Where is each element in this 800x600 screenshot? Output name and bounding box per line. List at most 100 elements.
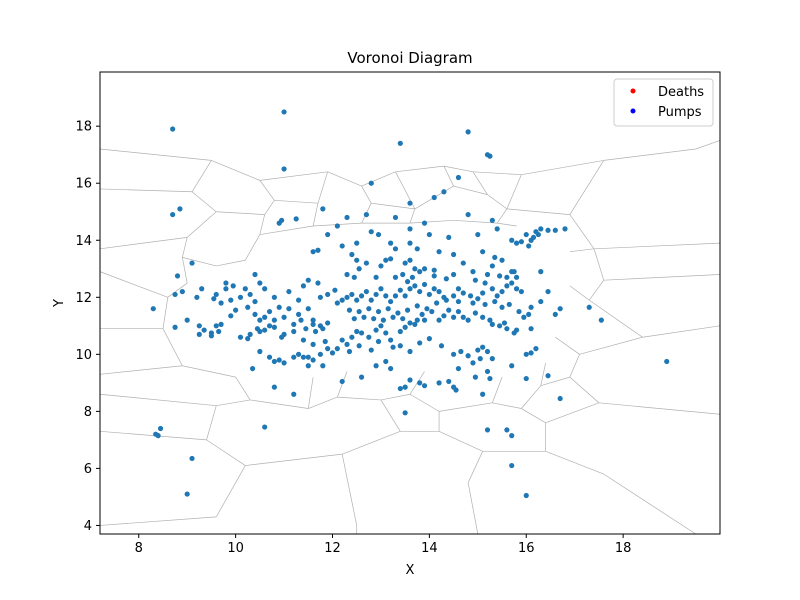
data-point	[279, 334, 285, 340]
voronoi-edge	[186, 211, 217, 238]
voronoi-edge	[569, 214, 595, 250]
voronoi-edge	[439, 402, 493, 412]
data-point	[334, 300, 340, 306]
data-point	[378, 263, 384, 269]
data-point	[480, 344, 486, 350]
x-tick-label: 18	[615, 541, 632, 556]
data-point	[356, 266, 362, 272]
voronoi-edge	[167, 282, 188, 298]
data-point	[358, 293, 365, 299]
data-point	[339, 297, 345, 303]
data-point	[429, 308, 435, 315]
data-point	[189, 455, 195, 462]
data-point	[349, 291, 355, 298]
data-point	[300, 354, 307, 360]
data-point	[407, 320, 413, 326]
data-point	[492, 298, 498, 305]
voronoi-edge	[642, 325, 721, 338]
data-point	[174, 273, 181, 279]
data-point	[402, 410, 408, 416]
data-point	[434, 300, 440, 306]
data-point	[208, 333, 215, 339]
data-point	[545, 373, 551, 379]
data-point	[407, 286, 413, 292]
data-point	[482, 301, 488, 308]
voronoi-edge	[259, 171, 328, 181]
data-point	[344, 294, 350, 300]
data-point	[426, 231, 432, 238]
data-point	[407, 348, 413, 355]
data-point	[513, 240, 520, 246]
data-point	[230, 283, 236, 289]
data-point	[257, 317, 263, 323]
data-point	[383, 293, 389, 299]
data-point	[325, 291, 331, 298]
data-points	[150, 109, 670, 499]
data-point	[199, 286, 205, 292]
data-point	[344, 341, 350, 347]
data-point	[346, 307, 353, 313]
data-point	[349, 334, 355, 340]
data-point	[487, 375, 493, 382]
data-point	[450, 351, 457, 357]
voronoi-edge	[521, 385, 542, 409]
voronoi-edge	[245, 234, 261, 261]
data-point	[506, 301, 512, 308]
data-point	[303, 326, 309, 332]
voronoi-edge	[593, 248, 605, 281]
data-point	[262, 286, 268, 292]
data-point	[472, 277, 478, 283]
data-point	[334, 223, 340, 229]
data-point	[276, 357, 282, 363]
voronoi-edge	[540, 362, 546, 386]
data-point	[390, 314, 396, 320]
data-point	[257, 280, 263, 286]
data-point	[402, 384, 408, 390]
data-point	[482, 280, 488, 286]
data-point	[402, 260, 408, 266]
data-point	[484, 427, 491, 433]
data-point	[295, 351, 302, 357]
data-point	[279, 217, 285, 223]
voronoi-edge	[162, 297, 169, 329]
legend-box	[613, 78, 714, 127]
data-point	[441, 313, 447, 319]
voronoi-edges	[99, 140, 721, 535]
voronoi-edge	[264, 200, 275, 215]
voronoi-edge	[337, 396, 381, 401]
y-tick-label: 12	[75, 291, 92, 306]
voronoi-edge	[555, 336, 580, 355]
data-point	[388, 365, 394, 372]
voronoi-edge	[337, 371, 348, 398]
voronoi-edge	[206, 439, 246, 466]
y-tick-label: 10	[75, 348, 92, 363]
data-point	[170, 211, 176, 218]
data-point	[356, 343, 362, 349]
data-point	[177, 206, 183, 212]
data-point	[460, 314, 466, 320]
data-point	[310, 341, 316, 347]
data-point	[516, 308, 522, 315]
voronoi-edge	[579, 336, 643, 355]
data-point	[373, 327, 379, 333]
voronoi-edge	[521, 408, 546, 424]
voronoi-edge	[695, 140, 721, 150]
y-axis-label: Y	[52, 299, 67, 308]
data-point	[475, 231, 481, 238]
data-point	[509, 363, 515, 369]
voronoi-edge	[99, 188, 193, 193]
voronoi-edge	[206, 405, 217, 440]
data-point	[446, 234, 452, 241]
voronoi-edge	[274, 199, 318, 204]
data-point	[295, 297, 302, 303]
voronoi-edge	[216, 399, 251, 407]
data-point	[315, 280, 321, 286]
data-point	[513, 286, 520, 292]
data-point	[223, 280, 229, 286]
data-point	[310, 249, 316, 255]
voronoi-edge	[497, 222, 517, 227]
data-point	[276, 304, 282, 310]
legend-marker-pumps	[630, 108, 636, 114]
voronoi-edge	[162, 328, 183, 366]
data-point	[513, 327, 520, 333]
